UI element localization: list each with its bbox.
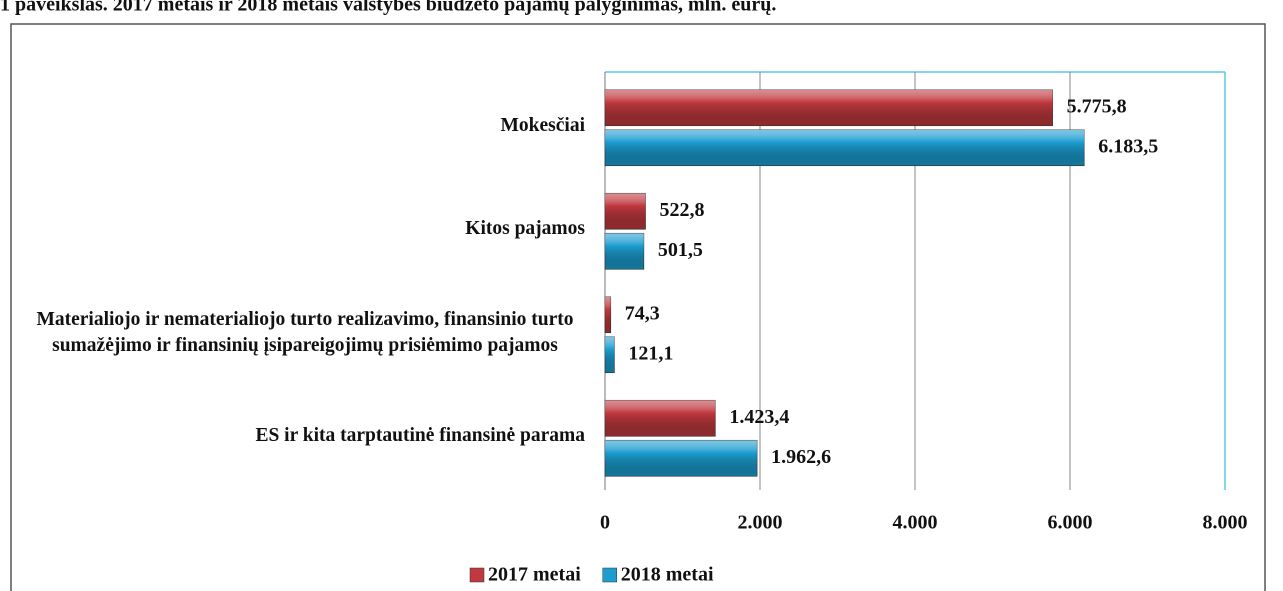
bar-shade — [605, 129, 1085, 166]
x-tick-label: 2.000 — [738, 512, 783, 534]
category-text: ES ir kita tarptautinė finansinė parama — [255, 425, 585, 447]
frame — [10, 23, 1266, 591]
legend-label: 2018 metai — [621, 564, 714, 586]
data-label: 121,1 — [628, 342, 673, 364]
data-label: 5.775,8 — [1067, 95, 1127, 117]
y-tick-label: Materialiojo ir nematerialiojo turto rea… — [25, 307, 585, 359]
legend-swatch — [602, 567, 618, 583]
bar-shade — [605, 89, 1053, 126]
legend-swatch — [469, 567, 485, 583]
category-text: Kitos pajamos — [465, 218, 585, 240]
data-label: 1.423,4 — [729, 406, 789, 428]
category-text: Materialiojo ir nematerialiojo turto rea… — [36, 308, 574, 356]
bar-shade — [605, 193, 646, 230]
y-tick-label: ES ir kita tarptautinė finansinė parama — [25, 423, 585, 449]
x-tick-label: 4.000 — [893, 512, 938, 534]
data-label: 501,5 — [658, 239, 703, 261]
y-tick-label: Kitos pajamos — [25, 216, 585, 242]
data-label: 6.183,5 — [1098, 135, 1158, 157]
bar-shade — [605, 440, 758, 477]
data-label: 522,8 — [660, 199, 705, 221]
category-text: Mokesčiai — [500, 114, 585, 136]
data-label: 1.962,6 — [771, 446, 831, 468]
y-tick-label: Mokesčiai — [25, 113, 585, 139]
bar-shade — [605, 336, 615, 373]
bar-shade — [605, 296, 611, 333]
x-tick-label: 8.000 — [1203, 512, 1248, 534]
legend-label: 2017 metai — [488, 564, 581, 586]
bar-shade — [605, 233, 644, 270]
chart-title: 1 paveikslas. 2017 metais ir 2018 metais… — [0, 0, 776, 16]
x-tick-label: 0 — [600, 512, 610, 534]
x-tick-label: 6.000 — [1048, 512, 1093, 534]
bar-shade — [605, 400, 716, 437]
data-label: 74,3 — [625, 302, 660, 324]
